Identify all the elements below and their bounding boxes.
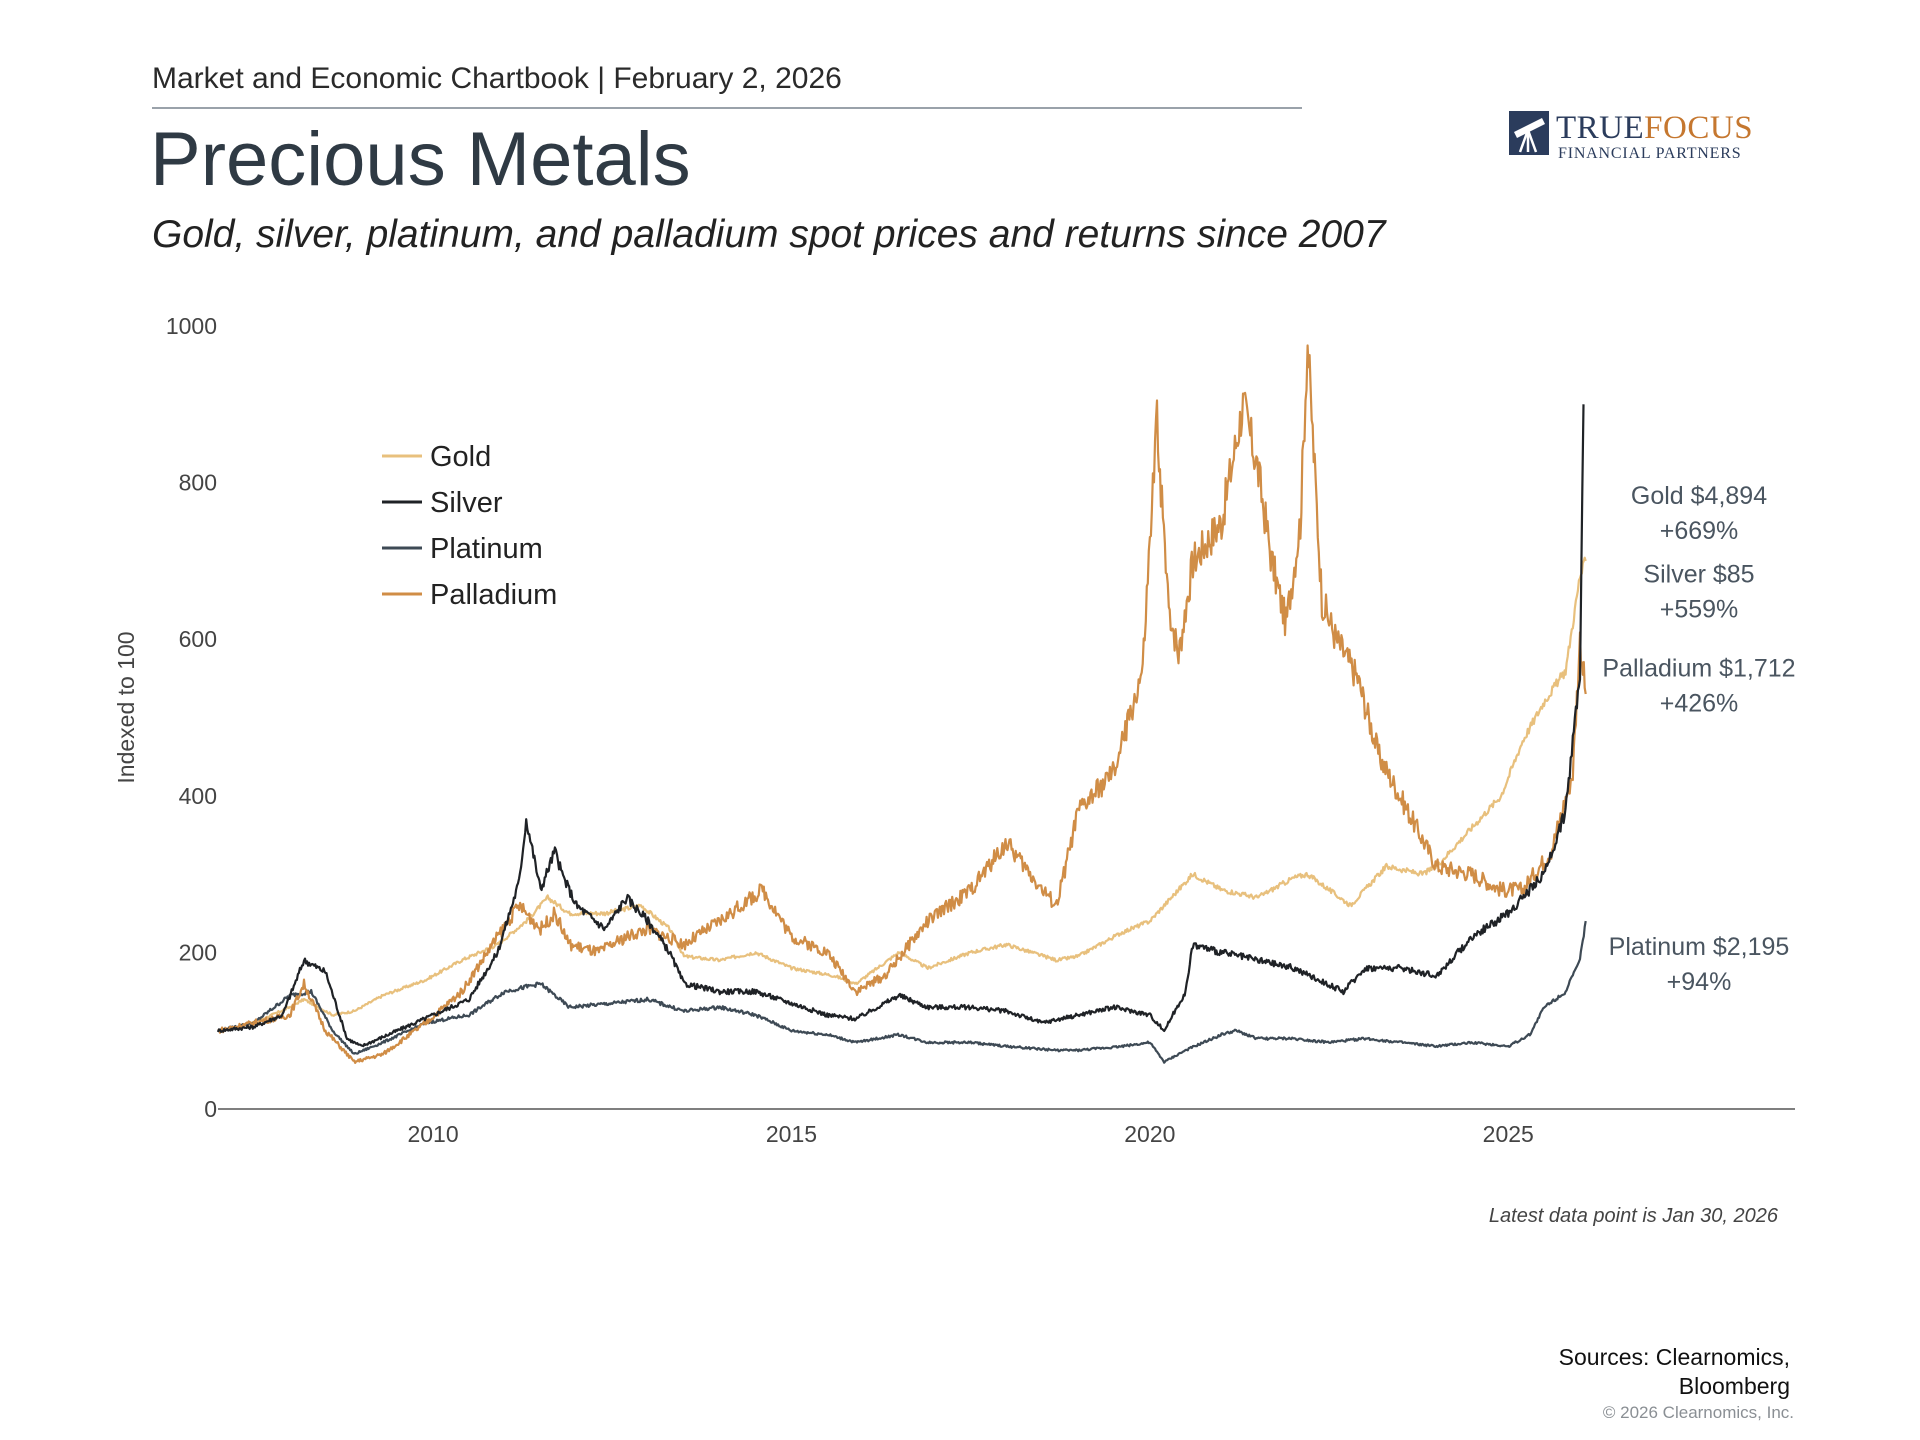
sources-line-1: Sources: Clearnomics, [1558,1344,1790,1370]
legend-label-palladium: Palladium [430,579,557,611]
logo-brand-focus: FOCUS [1644,110,1754,146]
end-label-price-silver: Silver $85 [1643,560,1754,588]
logo-brand-true: TRUE [1556,110,1645,146]
end-label-return-gold: +669% [1660,517,1739,545]
x-tick-label: 2020 [1124,1121,1175,1147]
end-label-price-palladium: Palladium $1,712 [1602,654,1795,682]
y-axis-label: Indexed to 100 [113,631,139,783]
latest-data-note: Latest data point is Jan 30, 2026 [1489,1205,1779,1227]
end-label-price-platinum: Platinum $2,195 [1609,933,1790,961]
y-tick-label: 600 [179,626,217,652]
legend-label-gold: Gold [430,441,491,473]
x-tick-label: 2015 [766,1121,817,1147]
header-divider [152,107,1302,109]
logo-wordmark: TRUEFOCUS [1556,112,1753,145]
x-tick-label: 2010 [407,1121,458,1147]
sources-note: Sources: Clearnomics, Bloomberg [1559,1343,1790,1401]
page-title: Precious Metals [150,117,691,202]
y-tick-label: 1000 [166,313,217,339]
series-line-silver [216,404,1585,1048]
sources-line-2: Bloomberg [1678,1373,1790,1399]
series-line-platinum [217,920,1587,1064]
y-tick-label: 800 [179,470,217,496]
legend-label-platinum: Platinum [430,533,543,565]
logo-tagline: FINANCIAL PARTNERS [1558,145,1742,162]
y-tick-label: 0 [204,1096,217,1122]
end-label-price-gold: Gold $4,894 [1631,482,1767,510]
legend-label-silver: Silver [430,487,503,519]
x-tick-label: 2025 [1483,1121,1534,1147]
y-tick-label: 400 [179,783,217,809]
company-logo: TRUEFOCUS FINANCIAL PARTNERS [1508,108,1753,168]
end-label-return-palladium: +426% [1660,689,1739,717]
end-label-return-silver: +559% [1660,595,1739,623]
chartbook-header: Market and Economic Chartbook | February… [152,62,842,95]
end-label-return-platinum: +94% [1667,968,1732,996]
y-tick-label: 200 [179,939,217,965]
copyright-note: © 2026 Clearnomics, Inc. [1602,1403,1794,1422]
telescope-icon [1509,111,1549,155]
page-subtitle: Gold, silver, platinum, and palladium sp… [152,213,1386,256]
series-line-palladium [217,344,1587,1064]
